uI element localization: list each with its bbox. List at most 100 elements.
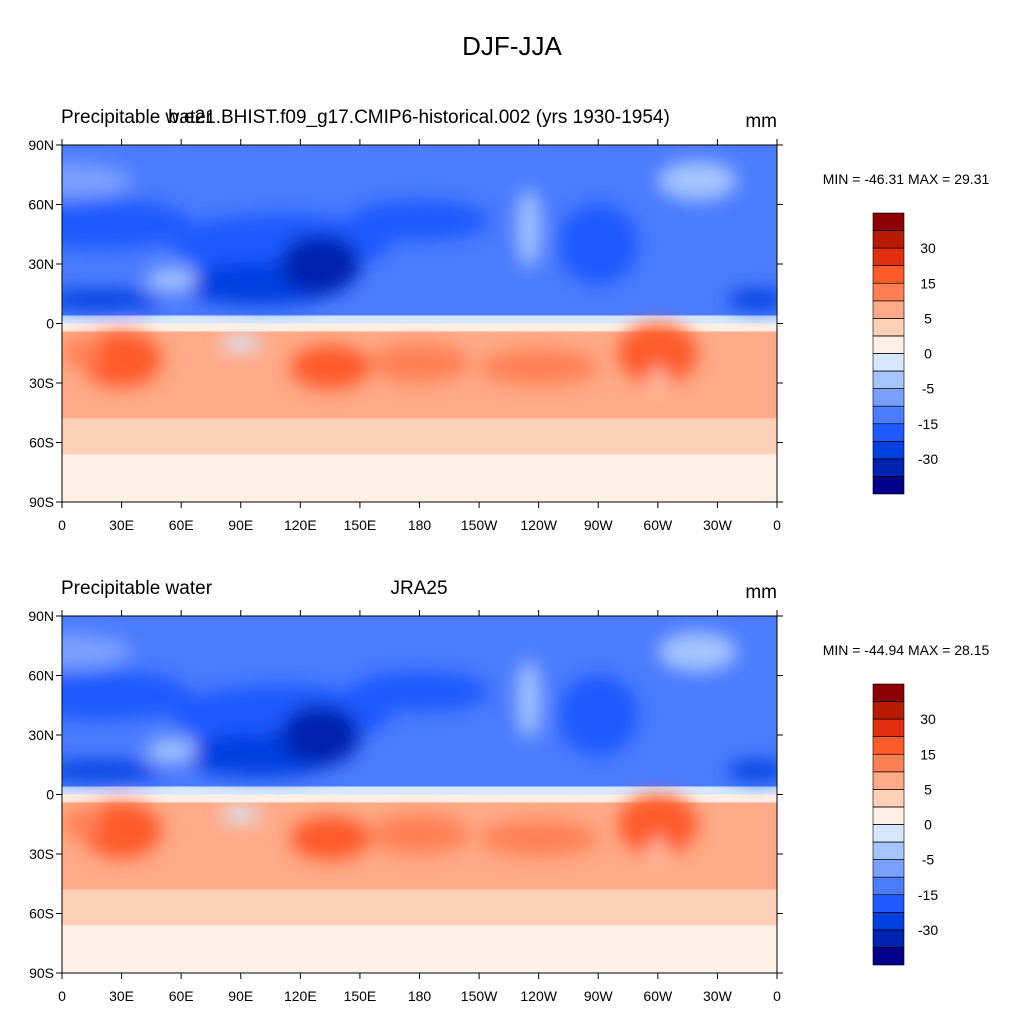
lon-tick-label: 0 <box>773 988 781 1004</box>
left-title: Precipitable water <box>61 578 213 599</box>
colorbar-box <box>872 212 905 231</box>
contour-blob <box>651 365 664 394</box>
lon-tick-label: 120W <box>520 988 557 1004</box>
colorbar-label: 30 <box>920 240 936 256</box>
contour-blob <box>478 349 599 386</box>
lat-tick-label: 90S <box>29 494 54 510</box>
lon-tick-label: 150E <box>344 517 377 533</box>
colorbar-box <box>872 789 905 808</box>
colorbar-box <box>872 929 905 948</box>
colorbar-label: 5 <box>924 310 932 326</box>
contour-blob <box>81 331 162 388</box>
lon-tick-label: 150W <box>461 517 498 533</box>
contour-blob <box>478 820 599 857</box>
contour-blob <box>369 343 470 384</box>
colorbar-box <box>872 947 905 966</box>
colorbar-box <box>872 806 905 825</box>
contour-blob <box>290 816 371 861</box>
contour-blob <box>62 633 132 670</box>
colorbar-box <box>872 701 905 720</box>
contour-blob <box>657 631 738 672</box>
contour-band <box>62 786 777 795</box>
lon-tick-label: 60W <box>643 988 673 1004</box>
contour-blob <box>558 204 639 285</box>
lon-tick-label: 120W <box>520 517 557 533</box>
lat-tick-label: 60N <box>28 668 54 684</box>
contour-field <box>62 145 777 502</box>
contour-blob <box>220 335 261 352</box>
contour-blob <box>516 188 541 269</box>
contour-blob <box>146 267 197 292</box>
lat-tick-label: 90N <box>28 137 54 153</box>
contour-blob <box>280 234 361 294</box>
colorbar-label: -30 <box>918 922 938 938</box>
colorbar-label: 0 <box>924 346 932 362</box>
contour-band <box>62 323 777 332</box>
contour-blob <box>62 338 102 369</box>
lat-tick-label: 30S <box>29 375 54 391</box>
contour-blob <box>62 670 192 721</box>
contour-blobs <box>62 631 777 865</box>
colorbar-label: 5 <box>924 781 932 797</box>
left-title: Precipitable water <box>61 107 213 128</box>
figure-title: DJF-JJA <box>462 31 562 61</box>
lat-tick-label: 90S <box>29 965 54 981</box>
lat-tick-label: 60N <box>28 197 54 213</box>
lon-tick-label: 30E <box>109 988 134 1004</box>
colorbar-label: -5 <box>922 381 935 397</box>
contour-blob <box>146 738 197 763</box>
right-title: mm <box>745 111 777 132</box>
colorbar-label: -5 <box>922 852 935 868</box>
contour-blob <box>220 806 261 823</box>
colorbar-box <box>872 282 905 302</box>
lon-tick-label: 120E <box>284 517 317 533</box>
colorbar-box <box>872 771 905 790</box>
lon-tick-label: 90E <box>228 988 253 1004</box>
colorbar-label: -15 <box>918 887 938 903</box>
contour-band <box>62 418 777 455</box>
contour-blob <box>62 162 132 199</box>
lat-tick-label: 0 <box>46 316 54 332</box>
lat-tick-label: 60S <box>29 906 54 922</box>
contour-blob <box>727 760 777 781</box>
contour-blob <box>62 199 192 250</box>
contour-band <box>62 454 777 502</box>
contour-blob <box>81 802 162 859</box>
lat-tick-label: 90N <box>28 608 54 624</box>
colorbar-box <box>872 476 905 495</box>
lon-tick-label: 150E <box>344 988 377 1004</box>
colorbar-box <box>872 841 905 860</box>
contour-blob <box>657 160 738 201</box>
colorbar-label: -15 <box>918 416 938 432</box>
colorbar-box <box>872 230 905 249</box>
contour-blobs <box>62 160 777 394</box>
lon-tick-label: 60E <box>169 988 194 1004</box>
colorbar-label: 15 <box>920 746 936 762</box>
contour-blob <box>727 289 777 310</box>
colorbar: -30 -15 -5 0 5 15 30 <box>872 683 938 966</box>
colorbar-label: -30 <box>918 451 938 467</box>
colorbar-box <box>872 370 905 389</box>
contour-blob <box>62 289 162 310</box>
colorbar-box <box>872 736 905 755</box>
colorbar-box <box>872 876 905 896</box>
colorbar-box <box>872 318 905 337</box>
lon-tick-label: 180 <box>408 988 432 1004</box>
lat-tick-label: 30N <box>28 256 54 272</box>
lon-tick-label: 0 <box>773 517 781 533</box>
contour-band <box>62 889 777 926</box>
colorbar-box <box>872 912 905 931</box>
lat-tick-label: 0 <box>46 787 54 803</box>
lon-tick-label: 30W <box>703 988 733 1004</box>
colorbar-box <box>872 300 905 319</box>
lon-tick-label: 60W <box>643 517 673 533</box>
contour-blob <box>290 345 371 390</box>
colorbar-box <box>872 265 905 284</box>
colorbar-box <box>872 405 905 425</box>
lon-tick-label: 90W <box>584 988 614 1004</box>
colorbar-box <box>872 441 905 460</box>
colorbar-box <box>872 458 905 477</box>
